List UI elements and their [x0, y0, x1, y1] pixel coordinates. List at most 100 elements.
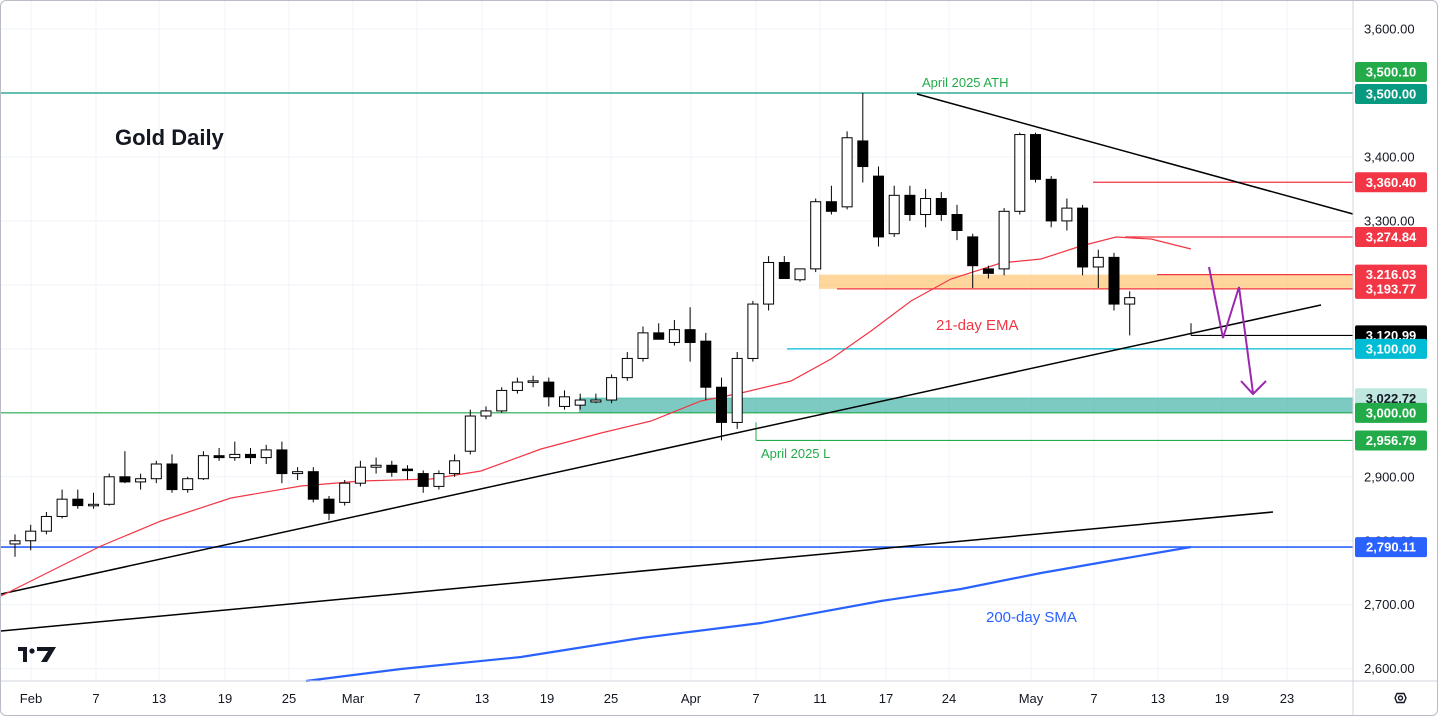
x-tick-label: 19 — [218, 691, 232, 706]
trendlines — [1, 93, 1354, 632]
trendline — [1, 304, 1322, 595]
candle-body — [9, 540, 21, 545]
candle-body — [998, 210, 1010, 270]
x-tick-label: 24 — [942, 691, 956, 706]
price-badge-label: 3,193.77 — [1366, 281, 1417, 296]
x-tick-label: 13 — [1151, 691, 1165, 706]
price-badge-label: 3,022.72 — [1366, 391, 1417, 406]
price-badge-label: 3,216.03 — [1366, 267, 1417, 282]
price-badge-label: 2,956.79 — [1366, 433, 1417, 448]
x-tick-label: 19 — [1215, 691, 1229, 706]
candle-body — [480, 410, 492, 417]
candle-body — [668, 329, 680, 343]
candle-body — [841, 137, 853, 208]
candle-body — [496, 389, 508, 412]
price-badge — [1355, 537, 1427, 558]
candle-body — [417, 473, 429, 487]
zone-0 — [819, 274, 1353, 289]
price-badge-label: 3,000.00 — [1366, 405, 1417, 420]
grid — [1, 1, 1353, 681]
x-tick-label: 19 — [540, 691, 554, 706]
x-tick-label: 11 — [813, 691, 827, 706]
candle-body — [590, 399, 602, 403]
price-badge — [1355, 402, 1427, 423]
candle-body — [873, 175, 884, 238]
candle-body — [763, 261, 775, 305]
candle-body — [323, 498, 335, 514]
ma-line — [1, 236, 1192, 597]
price-badge — [1355, 227, 1427, 248]
price-badge-label: 3,100.00 — [1366, 341, 1417, 356]
candle-body — [386, 464, 398, 473]
candle-body — [935, 198, 947, 216]
candle-body — [40, 515, 52, 532]
y-tick-label: 3,300.00 — [1364, 213, 1415, 228]
candle-body — [370, 464, 382, 468]
candle-body — [433, 473, 445, 487]
candle-body — [166, 463, 178, 491]
candle-body — [1030, 134, 1041, 180]
price-badge-label: 3,500.00 — [1366, 87, 1417, 102]
candle-body — [982, 268, 994, 274]
candle-body — [857, 140, 869, 168]
candle-body — [135, 478, 147, 483]
y-tick-label: 2,700.00 — [1364, 597, 1415, 612]
candle-body — [197, 455, 209, 480]
candle-body — [88, 503, 99, 507]
price-badge — [1355, 84, 1427, 104]
moving-averages — [1, 236, 1192, 683]
candle-body — [1061, 207, 1073, 222]
annotation-label: 21-day EMA — [936, 317, 1019, 334]
candle-body — [967, 236, 979, 267]
x-tick-label: 17 — [879, 691, 893, 706]
candle-body — [103, 476, 115, 505]
candle-body — [574, 399, 586, 406]
candle-body — [213, 455, 225, 459]
candle-body — [904, 194, 916, 216]
annotation-label: April 2025 ATH — [922, 75, 1008, 90]
candle-body — [150, 463, 162, 480]
candles — [9, 92, 1136, 557]
x-tick-label: May — [1019, 691, 1044, 706]
x-tick-label: 25 — [282, 691, 296, 706]
price-badge — [1355, 430, 1427, 451]
candle-body — [245, 453, 256, 459]
candle-body — [716, 386, 727, 423]
candle-body — [888, 194, 900, 235]
candle-body — [464, 415, 476, 452]
settings-icon[interactable] — [1394, 692, 1407, 704]
candle-body — [637, 332, 649, 359]
x-tick-label: 23 — [1280, 691, 1294, 706]
ma-line — [305, 545, 1192, 683]
candle-body — [559, 396, 570, 407]
candle-body — [794, 268, 806, 281]
x-tick-label: 25 — [604, 691, 618, 706]
candle-body — [747, 303, 759, 359]
candle-body — [1092, 256, 1104, 268]
price-badge — [1355, 172, 1427, 193]
price-badge — [1355, 278, 1427, 299]
time-axis[interactable]: Feb 7 13 19 25 Mar 7 13 19 25 Apr 7 11 17 24 May 7 13 19 23 — [1, 680, 1437, 706]
tradingview-logo-icon[interactable] — [18, 647, 56, 662]
chart-title: Gold Daily — [115, 125, 225, 150]
candle-body — [684, 329, 696, 343]
price-badges: 3,500.00 3,500.10 3,360.40 3,274.84 3,216.03… — [1355, 62, 1427, 558]
candle-body — [543, 381, 555, 398]
projection-path — [1208, 266, 1254, 394]
candle-body — [276, 449, 288, 475]
candle-body — [920, 198, 932, 216]
candle-body — [402, 468, 413, 472]
candle-body — [606, 377, 618, 401]
candle-body — [951, 214, 963, 232]
candle-body — [825, 201, 837, 212]
y-tick-label: 3,400.00 — [1364, 149, 1415, 164]
x-tick-label: Feb — [20, 691, 42, 706]
candle-body — [778, 261, 790, 279]
candle-body — [700, 340, 712, 388]
trendline — [916, 93, 1354, 215]
price-badge — [1355, 338, 1427, 359]
candle-body — [527, 380, 539, 383]
y-tick-label: 3,600.00 — [1364, 22, 1415, 37]
